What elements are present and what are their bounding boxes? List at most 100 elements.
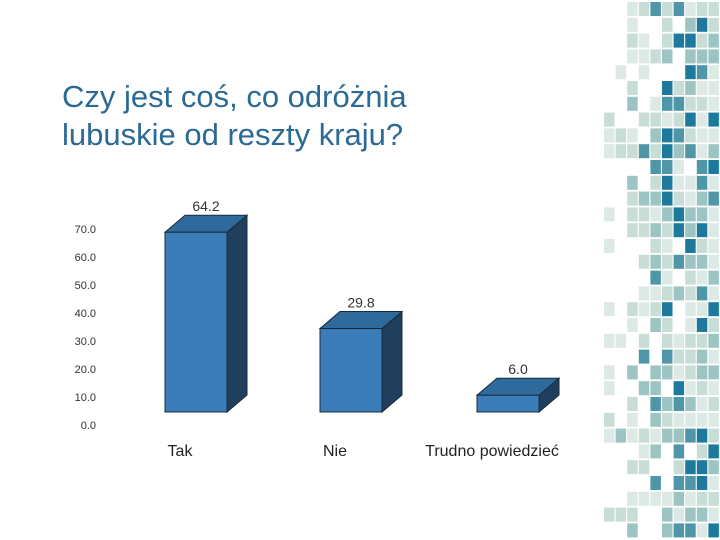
data-label: 64.2 — [192, 198, 219, 214]
deco-tile — [673, 476, 685, 490]
deco-tile — [627, 175, 638, 190]
deco-tile — [604, 128, 615, 143]
deco-tile — [615, 333, 627, 348]
deco-tile — [662, 191, 673, 206]
deco-tile — [708, 460, 719, 475]
deco-tile — [650, 476, 661, 490]
deco-tile — [638, 444, 650, 459]
deco-tile — [696, 128, 708, 143]
deco-tile — [650, 128, 661, 143]
deco-tile — [673, 112, 685, 127]
deco-tile — [673, 96, 685, 111]
deco-tile — [650, 191, 661, 206]
deco-tile — [662, 2, 673, 16]
deco-tile — [615, 144, 627, 159]
deco-tile — [604, 112, 615, 127]
deco-tile — [662, 175, 673, 190]
deco-tile — [708, 381, 719, 396]
y-tick-label: 60.0 — [75, 252, 96, 264]
deco-tile — [696, 175, 708, 190]
deco-tile — [696, 365, 708, 380]
deco-tile — [638, 191, 650, 206]
deco-tile — [615, 128, 627, 143]
deco-tile — [627, 33, 638, 48]
deco-tile — [685, 270, 696, 285]
deco-tile — [662, 144, 673, 159]
y-tick-label: 10.0 — [75, 392, 96, 404]
deco-tile — [696, 507, 708, 522]
deco-tile — [638, 112, 650, 127]
deco-tile — [650, 397, 661, 411]
deco-tile — [708, 428, 719, 443]
deco-tile — [696, 491, 708, 506]
deco-tile — [696, 223, 708, 238]
deco-tile — [604, 412, 615, 427]
deco-tile — [685, 333, 696, 348]
deco-tile — [638, 491, 650, 506]
deco-tile — [650, 365, 661, 380]
deco-tile — [696, 2, 708, 16]
deco-tile — [708, 65, 719, 80]
deco-tile — [696, 349, 708, 364]
deco-tile — [650, 491, 661, 506]
deco-tile — [673, 2, 685, 16]
deco-tile — [685, 207, 696, 222]
deco-tile — [650, 286, 661, 301]
deco-tile — [673, 254, 685, 269]
deco-tile — [685, 49, 696, 64]
y-tick-label: 40.0 — [75, 308, 96, 320]
deco-tile — [615, 65, 627, 80]
y-tick-label: 50.0 — [75, 280, 96, 292]
deco-tile — [685, 397, 696, 411]
deco-tile — [604, 333, 615, 348]
deco-tile — [708, 33, 719, 48]
deco-tile — [696, 144, 708, 159]
deco-tile — [627, 397, 638, 411]
deco-tile — [696, 412, 708, 427]
deco-tile — [638, 144, 650, 159]
deco-tile — [662, 17, 673, 32]
deco-tile — [685, 175, 696, 190]
deco-tile — [627, 223, 638, 238]
deco-tile — [604, 302, 615, 317]
deco-tile — [627, 207, 638, 222]
deco-tile — [673, 128, 685, 143]
deco-tile — [673, 428, 685, 443]
deco-tile — [673, 365, 685, 380]
deco-tile — [708, 254, 719, 269]
deco-tile — [673, 397, 685, 411]
deco-tile — [650, 381, 661, 396]
deco-tile — [650, 49, 661, 64]
deco-tile — [696, 523, 708, 538]
deco-tile — [685, 365, 696, 380]
deco-tile — [685, 476, 696, 490]
deco-tile — [696, 33, 708, 48]
deco-tile — [696, 428, 708, 443]
deco-tile — [696, 397, 708, 411]
deco-tile — [673, 381, 685, 396]
deco-tile — [708, 444, 719, 459]
deco-tile — [638, 33, 650, 48]
deco-tile — [650, 302, 661, 317]
deco-tile — [685, 381, 696, 396]
deco-tile — [662, 318, 673, 332]
deco-tile — [708, 523, 719, 538]
deco-tile — [650, 96, 661, 111]
x-tick-label: Tak — [168, 443, 194, 460]
deco-tile — [708, 412, 719, 427]
deco-tile — [638, 302, 650, 317]
deco-tile — [708, 349, 719, 364]
y-tick-label: 70.0 — [75, 224, 96, 236]
deco-tile — [627, 365, 638, 380]
deco-tile — [696, 381, 708, 396]
deco-tile — [662, 491, 673, 506]
deco-tile — [685, 412, 696, 427]
deco-tile — [708, 491, 719, 506]
deco-tile — [708, 175, 719, 190]
deco-tile — [604, 207, 615, 222]
deco-tile — [650, 428, 661, 443]
deco-tile — [696, 333, 708, 348]
deco-tile — [708, 191, 719, 206]
deco-tile — [627, 302, 638, 317]
deco-tile — [650, 254, 661, 269]
